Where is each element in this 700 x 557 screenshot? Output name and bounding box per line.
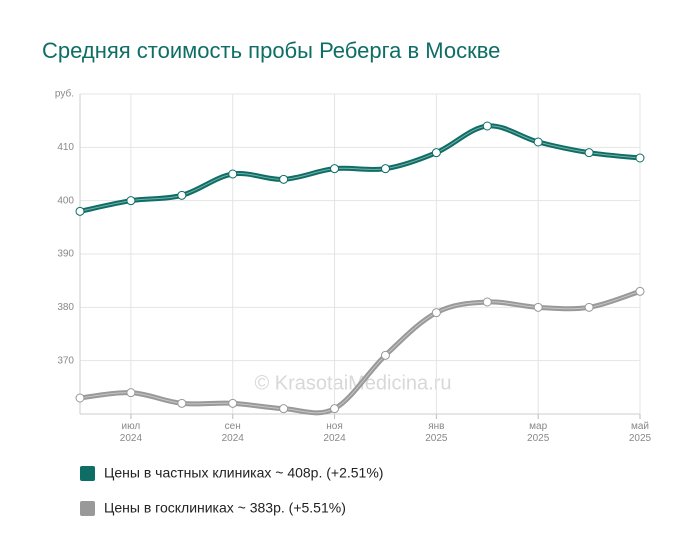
chart-title: Средняя стоимость пробы Реберга в Москве: [42, 38, 500, 63]
point: [380, 164, 390, 174]
point: [431, 148, 441, 158]
point: [380, 350, 390, 360]
point: [330, 404, 340, 414]
point: [228, 169, 238, 179]
point: [126, 388, 136, 398]
x-tick-label: май 2025: [629, 421, 652, 444]
x-tick-label: янв 2025: [425, 421, 448, 444]
point: [635, 286, 645, 296]
y-tick-label: 410: [57, 142, 74, 153]
legend-swatch: [80, 466, 95, 481]
point: [482, 121, 492, 131]
point: [533, 137, 543, 147]
watermark: © KrasotaiMedicina.ru: [254, 372, 451, 394]
point: [482, 297, 492, 307]
point: [177, 398, 187, 408]
point: [584, 302, 594, 312]
point: [584, 148, 594, 158]
x-tick-label: июл 2024: [120, 421, 143, 444]
point: [75, 393, 85, 403]
point: [635, 153, 645, 163]
point: [431, 308, 441, 318]
point: [330, 164, 340, 174]
y-tick-label: 390: [57, 249, 74, 260]
x-tick-label: мар 2025: [527, 421, 550, 444]
point: [75, 206, 85, 216]
y-tick-label: 400: [57, 195, 74, 206]
point: [228, 398, 238, 408]
x-tick-label: ноя 2024: [323, 421, 346, 444]
x-tick-label: сен 2024: [222, 421, 245, 444]
legend-label: Цены в госклиниках ~ 383р. (+5.51%): [104, 500, 346, 516]
y-tick-label: 370: [57, 355, 74, 366]
point: [177, 190, 187, 200]
legend-label: Цены в частных клиниках ~ 408р. (+2.51%): [104, 465, 383, 481]
y-tick-label: 380: [57, 302, 74, 313]
y-tick-label: руб.: [55, 88, 74, 100]
point: [533, 302, 543, 312]
point: [279, 404, 289, 414]
series-line: [79, 288, 641, 416]
point: [279, 174, 289, 184]
series-line-highlight: [79, 125, 641, 212]
legend-swatch: [80, 501, 95, 516]
point: [126, 196, 136, 206]
